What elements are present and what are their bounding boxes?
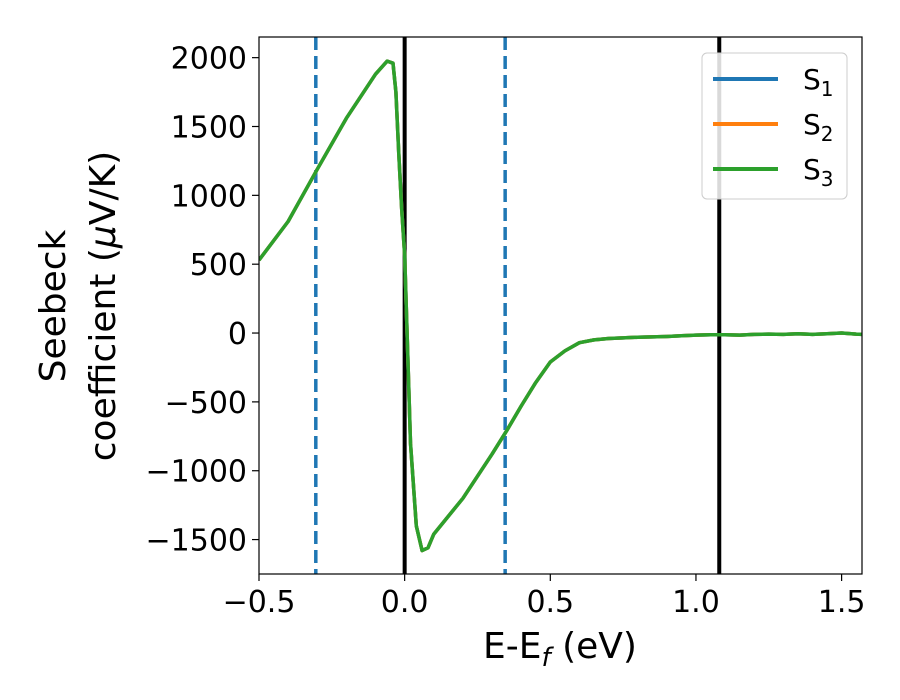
x-axis-title: E-Ef (eV) bbox=[483, 626, 637, 673]
y-tick-label: 500 bbox=[190, 248, 247, 283]
y-tick-label: −1000 bbox=[146, 455, 247, 490]
reference-lines bbox=[314, 37, 722, 574]
x-tick-label: −0.5 bbox=[223, 585, 296, 620]
legend-label-s3: S3 bbox=[803, 153, 834, 191]
y-axis-ticks: −1500 −1000 −500 0 500 1000 1500 2000 bbox=[146, 42, 259, 559]
y-tick-label: 1000 bbox=[171, 179, 247, 214]
y-axis-title-line1: Seebeck bbox=[33, 229, 74, 382]
plot-frame bbox=[258, 36, 863, 575]
x-tick-label: 0.0 bbox=[381, 585, 429, 620]
series-line-s3 bbox=[259, 59, 862, 553]
legend-label-s1: S1 bbox=[803, 63, 834, 101]
y-tick-label: −1500 bbox=[146, 524, 247, 559]
y-tick-label: 0 bbox=[228, 317, 247, 352]
y-axis-title: Seebeck coefficient (μV/K) bbox=[33, 151, 124, 461]
legend-label-s2: S2 bbox=[803, 108, 834, 146]
legend: S1 S2 S3 bbox=[701, 52, 848, 200]
y-tick-label: −500 bbox=[165, 386, 247, 421]
x-tick-label: 1.5 bbox=[818, 585, 866, 620]
y-axis-title-line2: coefficient (μV/K) bbox=[83, 151, 124, 461]
x-tick-label: 1.0 bbox=[672, 585, 720, 620]
x-axis-ticks: −0.5 0.0 0.5 1.0 1.5 bbox=[223, 574, 866, 620]
series-layer bbox=[259, 59, 862, 553]
y-tick-label: 1500 bbox=[171, 111, 247, 146]
y-tick-label: 2000 bbox=[171, 42, 247, 77]
x-tick-label: 0.5 bbox=[526, 585, 574, 620]
